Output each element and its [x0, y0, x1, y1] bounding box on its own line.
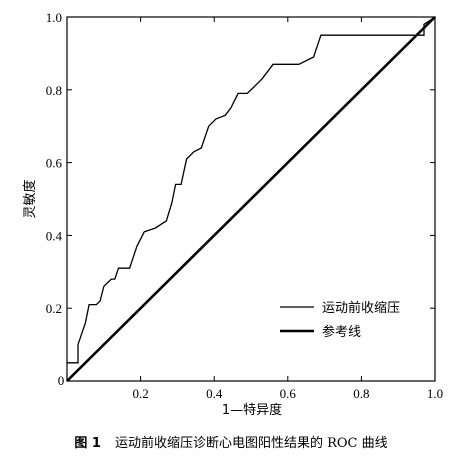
y-tick-label: 0.6 [46, 156, 63, 171]
figure-caption: 图 1 运动前收缩压诊断心电图阳性结果的 ROC 曲线 [0, 432, 462, 451]
plot-area [66, 16, 436, 382]
x-tick-label: 0.4 [206, 386, 223, 401]
series-layer [66, 16, 436, 382]
origin-label: 0 [58, 373, 65, 388]
y-axis-title: 灵敏度 [22, 179, 38, 218]
x-tick-label: 0.6 [280, 386, 297, 401]
y-tick-label: 0.2 [46, 301, 62, 316]
x-axis-title: 1—特异度 [222, 402, 282, 418]
plot-frame [66, 16, 436, 382]
roc-curve-line [67, 16, 436, 364]
legend-label: 参考线 [322, 324, 361, 340]
y-tick-label: 0.8 [46, 83, 62, 98]
x-tick-label: 0.2 [132, 386, 148, 401]
y-tick-label: 1.0 [46, 10, 62, 25]
figure-caption-text: 运动前收缩压诊断心电图阳性结果的 ROC 曲线 [114, 436, 388, 451]
reference-line [66, 16, 436, 382]
x-tick-label: 0.8 [353, 386, 369, 401]
y-tick-label: 0.4 [46, 228, 63, 243]
roc-chart: 0.2 0.4 0.6 0.8 1.0 0.2 0.4 0.6 0.8 1.0 0 运动前收缩压参考… [22, 10, 443, 418]
figure-number: 图 1 [74, 436, 101, 451]
legend-label: 运动前收缩压 [322, 300, 400, 316]
x-tick-label: 1.0 [427, 386, 443, 401]
ticks-layer: 0.2 0.4 0.6 0.8 1.0 0.2 0.4 0.6 0.8 1.0 0 [46, 10, 443, 401]
